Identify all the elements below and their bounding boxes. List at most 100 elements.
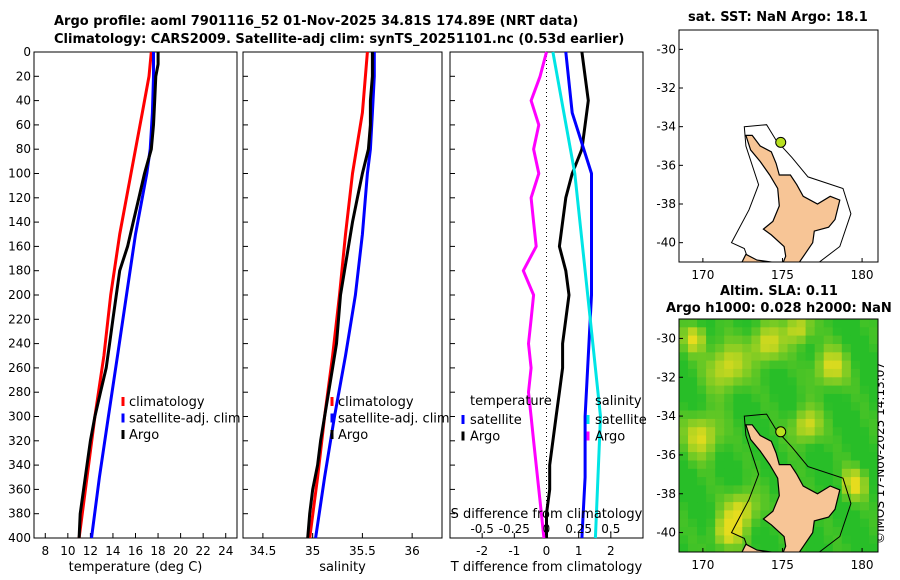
map-ytick-label: -38 xyxy=(656,197,676,211)
sla-cell xyxy=(751,510,762,520)
sla-cell xyxy=(769,485,780,495)
sla-cell xyxy=(724,518,734,528)
sla-cell xyxy=(778,335,789,345)
sla-cell xyxy=(724,443,734,453)
sla-cell xyxy=(832,443,843,453)
y-tick-label: 360 xyxy=(8,482,31,496)
sla-cell xyxy=(697,410,707,420)
sla-cell xyxy=(841,352,852,362)
sla-cell xyxy=(688,377,698,387)
sla-cell xyxy=(751,493,762,503)
sla-cell xyxy=(751,352,762,362)
sla-cell xyxy=(841,543,852,552)
sla-cell xyxy=(814,452,825,462)
sla-cell xyxy=(679,493,689,503)
sla-cell xyxy=(850,360,861,370)
sla-cell xyxy=(805,452,816,462)
sla-cell xyxy=(697,327,707,337)
sla-cell xyxy=(841,527,852,536)
y-tick-label: 280 xyxy=(8,385,31,399)
sla-cell xyxy=(760,418,771,428)
sla-cell xyxy=(787,319,798,328)
sla-cell xyxy=(850,485,861,495)
sla-cell xyxy=(814,410,825,420)
difference-s-tick-label: 0.5 xyxy=(601,522,620,536)
figure-title-line1: Argo profile: aoml 7901116_52 01-Nov-202… xyxy=(54,14,579,29)
sla-cell xyxy=(742,319,752,328)
sla-cell xyxy=(814,418,825,428)
legend-label: Argo xyxy=(595,430,625,445)
legend-label: satellite xyxy=(470,413,522,428)
sla-cell xyxy=(724,360,734,370)
sla-cell xyxy=(742,368,752,378)
legend-label: satellite-adj. clim xyxy=(129,412,241,427)
sla-cell xyxy=(679,518,689,528)
land-north-island xyxy=(745,134,841,262)
sla-cell xyxy=(742,377,752,387)
sla-cell xyxy=(832,360,843,370)
y-tick-label: 120 xyxy=(8,191,31,205)
sla-cell xyxy=(778,435,789,445)
sla-cell xyxy=(841,518,852,528)
temperature-profile-series-argo xyxy=(77,52,160,539)
sla-cell xyxy=(769,319,780,328)
sla-cell xyxy=(787,385,798,395)
legend-title-temperature: temperature xyxy=(470,394,552,409)
sla-cell xyxy=(679,377,689,387)
sla-cell xyxy=(688,452,698,462)
sla-cell xyxy=(679,360,689,370)
sla-cell xyxy=(859,468,870,478)
sla-cell xyxy=(679,527,689,536)
sla-cell xyxy=(760,510,771,520)
sla-cell xyxy=(850,535,861,545)
sla-cell xyxy=(859,518,870,528)
sla-cell xyxy=(814,427,825,437)
sla-cell xyxy=(688,402,698,412)
sla-cell xyxy=(751,443,762,453)
sla-cell xyxy=(688,410,698,420)
sla-cell xyxy=(679,327,689,337)
difference-profile-series-t-argo-climatology xyxy=(545,51,590,538)
sla-cell xyxy=(706,360,716,370)
sla-cell xyxy=(841,402,852,412)
sla-cell xyxy=(787,344,798,353)
sla-cell xyxy=(823,385,834,395)
sla-cell xyxy=(859,443,870,453)
sla-cell xyxy=(869,319,878,328)
sla-cell xyxy=(760,427,771,437)
temperature-xlabel: temperature (deg C) xyxy=(69,560,203,575)
sla-cell xyxy=(733,319,743,328)
map-ytick-label: -38 xyxy=(656,487,676,501)
sla-cell xyxy=(688,344,698,353)
sla-cell xyxy=(724,427,734,437)
sla-cell xyxy=(859,477,870,487)
sla-cell xyxy=(823,518,834,528)
sla-cell xyxy=(706,418,716,428)
sla-cell xyxy=(751,385,762,395)
sla-cell xyxy=(715,360,725,370)
sla-cell xyxy=(688,502,698,512)
difference-s-tick-label: -0.5 xyxy=(470,522,493,536)
sla-cell xyxy=(850,468,861,478)
sla-cell xyxy=(679,335,689,345)
sla-cell xyxy=(742,527,752,536)
map-ytick-label: -40 xyxy=(656,236,676,250)
sla-cell xyxy=(688,319,698,328)
sla-cell xyxy=(869,335,878,345)
sla-cell xyxy=(869,485,878,495)
sla-cell xyxy=(859,319,870,328)
sla-cell xyxy=(760,319,771,328)
salinity-xtick-label: 34.5 xyxy=(250,544,277,558)
sla-cell xyxy=(760,518,771,528)
sla-cell xyxy=(778,327,789,337)
sla-cell xyxy=(733,527,743,536)
sla-cell xyxy=(832,518,843,528)
temperature-profile-series-satellite-adj-clim xyxy=(90,52,155,539)
sla-cell xyxy=(832,335,843,345)
sla-cell xyxy=(832,460,843,470)
sla-cell xyxy=(787,410,798,420)
sla-cell xyxy=(760,502,771,512)
difference-series-s-argo-climatology xyxy=(521,51,548,539)
sla-cell xyxy=(869,535,878,545)
